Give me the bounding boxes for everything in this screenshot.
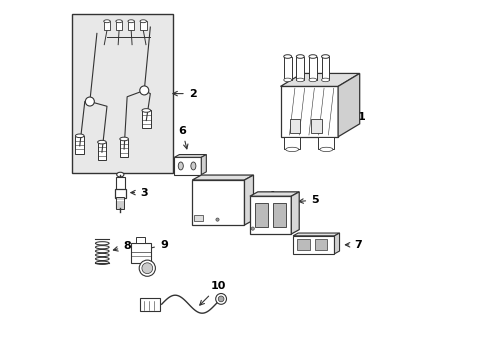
Polygon shape (291, 192, 299, 234)
Text: 2: 2 (173, 89, 196, 99)
Bar (314, 239, 326, 250)
Ellipse shape (139, 260, 155, 276)
Ellipse shape (218, 296, 224, 302)
Polygon shape (296, 57, 304, 80)
Bar (103, 21, 110, 30)
Ellipse shape (178, 162, 183, 170)
Polygon shape (308, 57, 316, 80)
Polygon shape (201, 154, 206, 175)
Text: 1: 1 (345, 112, 365, 122)
Bar (255, 203, 267, 227)
Bar (98, 142, 106, 160)
Ellipse shape (283, 55, 291, 58)
Bar (174, 157, 201, 175)
Ellipse shape (319, 147, 332, 152)
Bar (292, 236, 334, 254)
Text: 5: 5 (298, 195, 318, 205)
Bar (249, 196, 291, 234)
Ellipse shape (285, 147, 298, 152)
Ellipse shape (308, 55, 316, 58)
Bar (140, 298, 160, 311)
Text: 10: 10 (200, 282, 225, 305)
Ellipse shape (321, 55, 329, 58)
Ellipse shape (215, 218, 219, 221)
Polygon shape (280, 73, 359, 86)
Bar (297, 239, 309, 250)
Polygon shape (337, 73, 359, 137)
Ellipse shape (215, 293, 226, 304)
Text: 3: 3 (130, 188, 147, 198)
Text: 7: 7 (345, 240, 361, 250)
Bar (318, 137, 334, 149)
Ellipse shape (308, 78, 316, 82)
Ellipse shape (321, 78, 329, 82)
Bar (284, 137, 300, 149)
Ellipse shape (296, 55, 304, 58)
Polygon shape (292, 233, 339, 236)
Bar (116, 197, 124, 209)
Bar (128, 21, 134, 30)
Ellipse shape (296, 78, 304, 82)
Ellipse shape (75, 134, 84, 138)
Ellipse shape (142, 263, 152, 274)
Bar (136, 237, 145, 243)
Text: 4: 4 (230, 191, 275, 201)
Ellipse shape (190, 162, 196, 170)
Bar (140, 21, 146, 30)
Ellipse shape (140, 20, 146, 23)
Bar (116, 21, 122, 30)
Bar (310, 119, 321, 133)
Polygon shape (280, 86, 337, 137)
Text: 9: 9 (145, 240, 167, 250)
Ellipse shape (142, 109, 150, 112)
Ellipse shape (128, 20, 134, 23)
Text: 6: 6 (178, 126, 187, 149)
Ellipse shape (283, 78, 291, 82)
Ellipse shape (251, 227, 254, 230)
Bar (194, 215, 203, 221)
Polygon shape (192, 175, 253, 180)
Bar (131, 243, 151, 263)
Bar (289, 119, 300, 133)
Bar (75, 136, 84, 154)
Ellipse shape (116, 20, 122, 23)
Bar (142, 111, 150, 129)
Ellipse shape (117, 172, 123, 177)
Ellipse shape (85, 97, 94, 106)
Polygon shape (334, 233, 339, 254)
Text: 8: 8 (113, 242, 131, 251)
Polygon shape (283, 57, 291, 80)
Ellipse shape (103, 20, 110, 23)
Ellipse shape (98, 140, 106, 144)
Bar (116, 177, 124, 191)
Polygon shape (174, 154, 206, 157)
Bar (120, 139, 128, 157)
Polygon shape (244, 175, 253, 225)
Polygon shape (321, 57, 329, 80)
Bar (115, 189, 125, 198)
Ellipse shape (120, 137, 128, 141)
Bar (192, 180, 244, 225)
Bar (273, 203, 285, 227)
Bar (72, 14, 172, 173)
Ellipse shape (140, 86, 148, 95)
Polygon shape (249, 192, 299, 196)
